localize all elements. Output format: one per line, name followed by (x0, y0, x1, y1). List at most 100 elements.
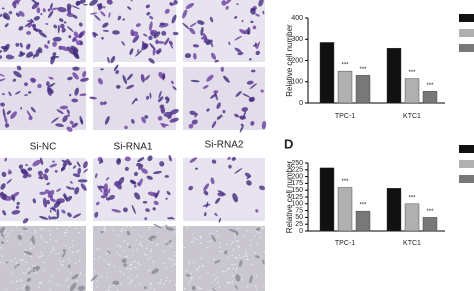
cell (95, 173, 98, 179)
pore (173, 231, 176, 233)
cell (61, 251, 66, 259)
pore (168, 257, 170, 259)
cell (104, 116, 110, 125)
cell (100, 68, 104, 71)
pore (123, 272, 125, 275)
cell (96, 3, 103, 9)
cell (228, 164, 232, 169)
pore (16, 288, 19, 290)
cell (195, 167, 198, 170)
pore (247, 258, 249, 261)
pore (43, 269, 46, 272)
pore (219, 250, 221, 253)
pore (19, 279, 22, 281)
cell (144, 286, 147, 290)
cell (37, 170, 43, 177)
pore (149, 287, 152, 289)
micrographs (0, 0, 267, 291)
cell (173, 0, 178, 5)
cell (45, 23, 49, 25)
cell (123, 207, 128, 213)
bar (386, 188, 402, 232)
pore (237, 256, 240, 259)
cell (62, 115, 68, 123)
cell (8, 10, 13, 15)
pore (34, 230, 36, 232)
cell (5, 54, 14, 60)
cell (50, 117, 59, 124)
cell (158, 90, 162, 99)
pore (231, 264, 233, 266)
cell (144, 217, 148, 221)
pore (255, 285, 257, 287)
cell (189, 27, 196, 35)
pore (70, 272, 72, 274)
pore (38, 286, 40, 289)
pore (148, 269, 151, 271)
cell (146, 175, 153, 180)
cell (0, 50, 3, 54)
pore (192, 233, 194, 235)
x-tick-label: KTC1 (403, 113, 421, 120)
pore (157, 268, 160, 270)
pore (113, 284, 116, 286)
pore (55, 252, 57, 255)
cell (1, 193, 8, 198)
cell (116, 84, 121, 89)
pore (130, 226, 132, 228)
pore (170, 245, 172, 248)
y-tick-label: 225 (291, 167, 303, 174)
pore (126, 255, 128, 258)
pore (126, 268, 128, 270)
cell (133, 184, 137, 188)
pore (49, 238, 51, 240)
pore (132, 250, 134, 252)
cell (234, 168, 243, 174)
pore (172, 259, 174, 261)
cell (108, 194, 116, 200)
pore (243, 235, 245, 237)
pore (69, 225, 71, 228)
pore (216, 276, 219, 279)
cell (3, 43, 10, 53)
cell (102, 29, 109, 32)
pore (22, 287, 24, 289)
pore (144, 253, 146, 255)
pore (32, 265, 34, 267)
pore (21, 227, 24, 229)
cell (11, 209, 21, 215)
cell (191, 285, 196, 291)
pore (256, 231, 259, 233)
pore (78, 275, 80, 277)
pore (11, 272, 14, 275)
cell (129, 48, 134, 55)
cell (27, 22, 33, 28)
cell (108, 188, 111, 194)
cell (255, 209, 259, 213)
cell (206, 108, 210, 112)
cell (214, 59, 219, 63)
pore (34, 265, 36, 267)
cell (130, 180, 137, 184)
pore (121, 227, 124, 230)
cell (68, 35, 72, 39)
pore (255, 230, 258, 232)
cell (67, 76, 73, 81)
cell (250, 7, 256, 12)
pore (79, 255, 81, 257)
pore (23, 253, 26, 255)
cell (188, 185, 194, 191)
cell (157, 96, 164, 103)
pore (100, 276, 102, 278)
cell (234, 113, 240, 118)
cell (235, 230, 239, 236)
pore (251, 263, 253, 266)
pore (62, 264, 64, 267)
pore (20, 227, 22, 229)
pore (102, 229, 104, 232)
pore (79, 273, 81, 276)
cell (218, 218, 221, 223)
cell (113, 181, 120, 187)
cell (161, 30, 167, 36)
pore (174, 284, 177, 286)
